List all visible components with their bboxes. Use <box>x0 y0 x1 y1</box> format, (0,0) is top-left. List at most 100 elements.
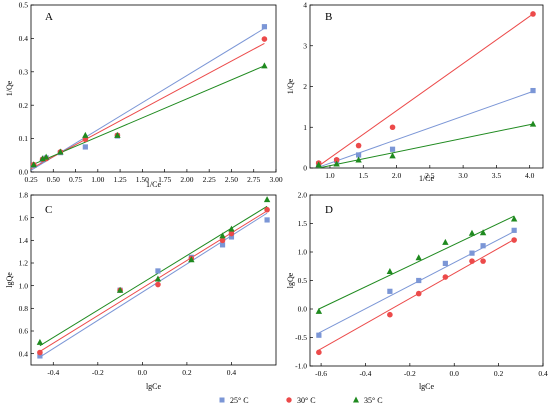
y-tick-label: 0.3 <box>19 67 29 76</box>
fit-line-35c <box>30 65 265 166</box>
legend-item: 25° C <box>219 396 249 405</box>
x-tick-label: 0.2 <box>182 368 192 377</box>
data-point-35c <box>219 232 226 239</box>
y-tick-label: 1.2 <box>19 259 29 268</box>
y-tick-label: 2 <box>303 82 307 91</box>
data-point-35c <box>228 225 235 232</box>
x-tick-label: 1.75 <box>158 175 171 184</box>
y-tick-label: 1.8 <box>19 191 29 200</box>
x-tick-label: -0.2 <box>92 368 104 377</box>
data-point-30c <box>530 11 536 17</box>
data-point-30c <box>316 349 322 356</box>
data-point-25c <box>387 288 393 294</box>
x-axis-title: lgCe <box>146 382 162 391</box>
y-tick-label: 0.1 <box>19 134 29 143</box>
data-point-35c <box>333 160 340 167</box>
plot-frame <box>30 194 277 366</box>
y-axis-title: lgQe <box>286 272 295 288</box>
x-tick-label: 1.00 <box>91 175 104 184</box>
data-point-30c <box>389 124 396 131</box>
x-tick-label: 2.75 <box>247 175 260 184</box>
y-tick-label: 1.0 <box>19 281 29 290</box>
panel-letter: A <box>45 11 53 23</box>
data-point-35c <box>36 338 44 345</box>
data-point-30c <box>37 349 43 356</box>
data-point-35c <box>468 229 476 236</box>
legend-marker-triangle <box>353 396 359 403</box>
y-tick-label: 4 <box>303 1 307 10</box>
data-point-35c <box>114 131 121 138</box>
x-tick-label: 2.0 <box>392 171 402 180</box>
data-point-35c <box>154 275 162 282</box>
x-tick-label: 2.25 <box>203 175 216 184</box>
data-point-35c <box>315 307 323 314</box>
legend-item: 35° C <box>353 396 383 405</box>
x-tick-label: 3.00 <box>269 175 282 184</box>
legend: 25° C 30° C 35° C <box>219 396 383 405</box>
y-tick-label: 0.6 <box>19 327 29 336</box>
data-point-30c <box>219 237 226 244</box>
y-tick-label: 3 <box>303 41 307 50</box>
data-point-30c <box>333 157 340 163</box>
y-tick-label: 0.0 <box>19 168 29 177</box>
x-tick-label: -0.4 <box>360 369 372 378</box>
x-tick-label: 0.0 <box>450 369 460 378</box>
plot-frame <box>309 194 544 367</box>
data-point-35c <box>30 161 37 168</box>
data-point-35c <box>355 156 362 163</box>
x-axis-title: 1/Ce <box>146 180 162 189</box>
data-point-35c <box>263 196 271 203</box>
fit-line-35c <box>318 123 534 169</box>
data-point-25c <box>530 87 536 94</box>
data-point-25c <box>316 332 322 338</box>
x-tick-label: -0.6 <box>315 369 327 378</box>
data-point-30c <box>442 274 449 280</box>
y-tick-label: 1.4 <box>19 236 29 245</box>
panel-c: -0.4 -0.2 0.0 0.2 0.4 0.4 0.6 0.8 1.0 1.2 1.4 1.6 1.… <box>5 191 277 391</box>
data-point-35c <box>188 256 195 263</box>
data-point-30c <box>387 311 393 318</box>
data-point-25c <box>82 144 88 150</box>
data-point-25c <box>219 242 226 248</box>
data-point-25c <box>355 152 362 158</box>
data-point-25c <box>511 227 517 233</box>
x-tick-label: 2.5 <box>425 171 435 180</box>
data-point-25c <box>228 234 235 240</box>
x-tick-label: 2.50 <box>225 175 238 184</box>
data-point-30c <box>155 281 161 288</box>
data-point-35c <box>479 229 487 236</box>
panel-b: 1.0 1.5 2.0 2.5 3.0 3.5 4.0 0 1 2 3 4 1/Ce 1/Qe B <box>286 1 544 183</box>
data-point-25c <box>442 260 448 266</box>
y-axis-title: 1/Qe <box>5 80 14 96</box>
panel-letter: D <box>325 204 333 216</box>
y-tick-label: 0.5 <box>19 1 29 10</box>
data-point-35c <box>389 152 396 159</box>
fit-line-30c <box>318 13 534 167</box>
data-point-30c <box>228 230 235 237</box>
data-point-30c <box>511 237 517 243</box>
data-point-30c <box>415 290 422 297</box>
fit-line-25c <box>318 90 534 168</box>
panel-a: 0.25 0.50 0.75 1.00 1.25 1.50 1.75 2.00 2.25 2.50… <box>5 1 283 189</box>
y-tick-label: -1.0 <box>295 362 307 371</box>
y-tick-label: 1.5 <box>298 219 308 228</box>
y-tick-label: 0.8 <box>19 304 29 313</box>
x-tick-label: 3.0 <box>458 171 468 180</box>
x-axis-title: 1/Ce <box>419 174 435 183</box>
fit-line-25c <box>30 27 265 171</box>
panel-letter: C <box>45 204 52 216</box>
data-point-30c <box>264 206 270 213</box>
y-tick-label: 0 <box>303 164 307 173</box>
data-point-25c <box>416 277 422 284</box>
legend-label: 35° C <box>364 396 383 405</box>
x-tick-label: 1.5 <box>359 171 369 180</box>
data-point-35c <box>442 238 449 245</box>
x-tick-label: 4.0 <box>525 171 535 180</box>
legend-item: 30° C <box>286 396 316 405</box>
x-tick-label: 0.75 <box>69 175 82 184</box>
data-point-25c <box>469 250 475 256</box>
x-tick-label: 0.0 <box>138 368 148 377</box>
y-tick-label: 1.6 <box>19 213 29 222</box>
x-tick-label: 3.5 <box>492 171 502 180</box>
